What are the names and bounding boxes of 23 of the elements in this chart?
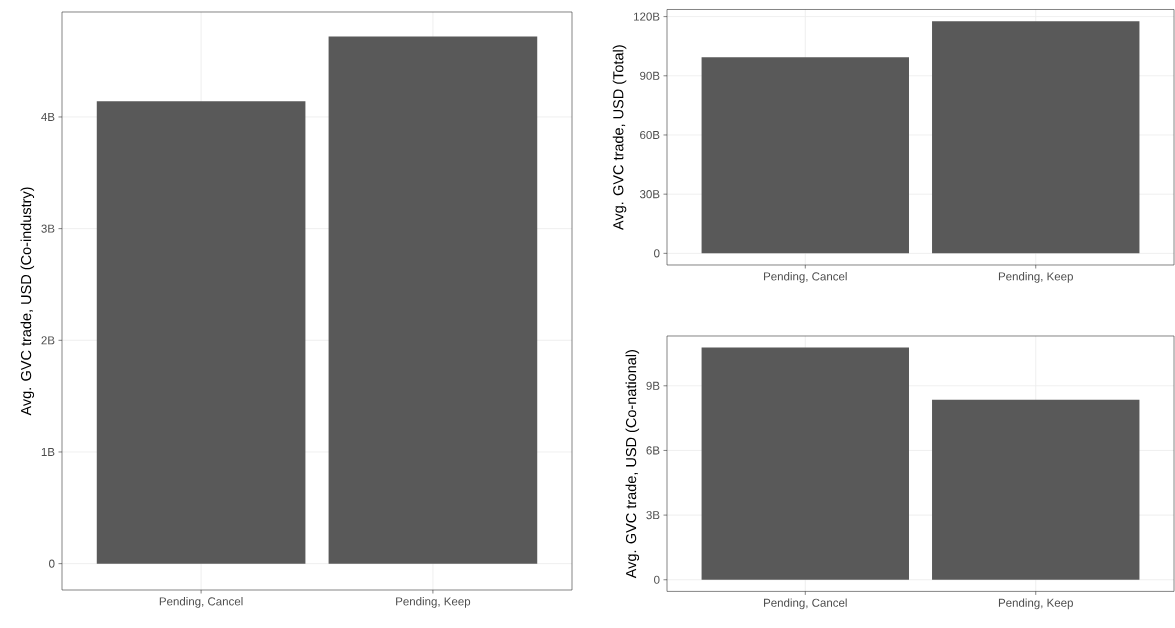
x-tick-label: Pending, Keep [396, 597, 471, 608]
y-axis-title: Avg. GVC trade, USD (Co-national) [625, 350, 640, 579]
y-tick-label: 3B [646, 511, 660, 520]
y-tick-label: 3B [41, 224, 55, 233]
y-tick-label: 0 [654, 575, 660, 584]
y-tick-label: 9B [646, 381, 660, 390]
y-tick-label: 2B [41, 336, 55, 345]
x-tick-label: Pending, Cancel [764, 598, 847, 610]
y-tick-label: 60B [640, 130, 660, 140]
x-tick-label: Pending, Keep [998, 598, 1073, 610]
x-tick-label: Pending, Cancel [764, 272, 847, 283]
y-tick-label: 0 [654, 249, 660, 258]
y-tick-label: 6B [646, 446, 660, 455]
x-tick-label: Pending, Cancel [159, 597, 243, 608]
y-tick-label: 90B [640, 71, 660, 80]
y-tick-label: 0 [49, 559, 55, 568]
y-axis-title: Avg. GVC trade, USD (Co-industry) [20, 187, 35, 416]
y-tick-label: 30B [639, 190, 660, 199]
y-tick-label: 120B [634, 12, 660, 21]
y-tick-label: 1B [41, 448, 55, 456]
y-tick-label: 4B [41, 113, 55, 121]
y-axis-title: Avg. GVC trade, USD (Total) [612, 45, 627, 231]
x-tick-label: Pending, Keep [998, 272, 1073, 283]
